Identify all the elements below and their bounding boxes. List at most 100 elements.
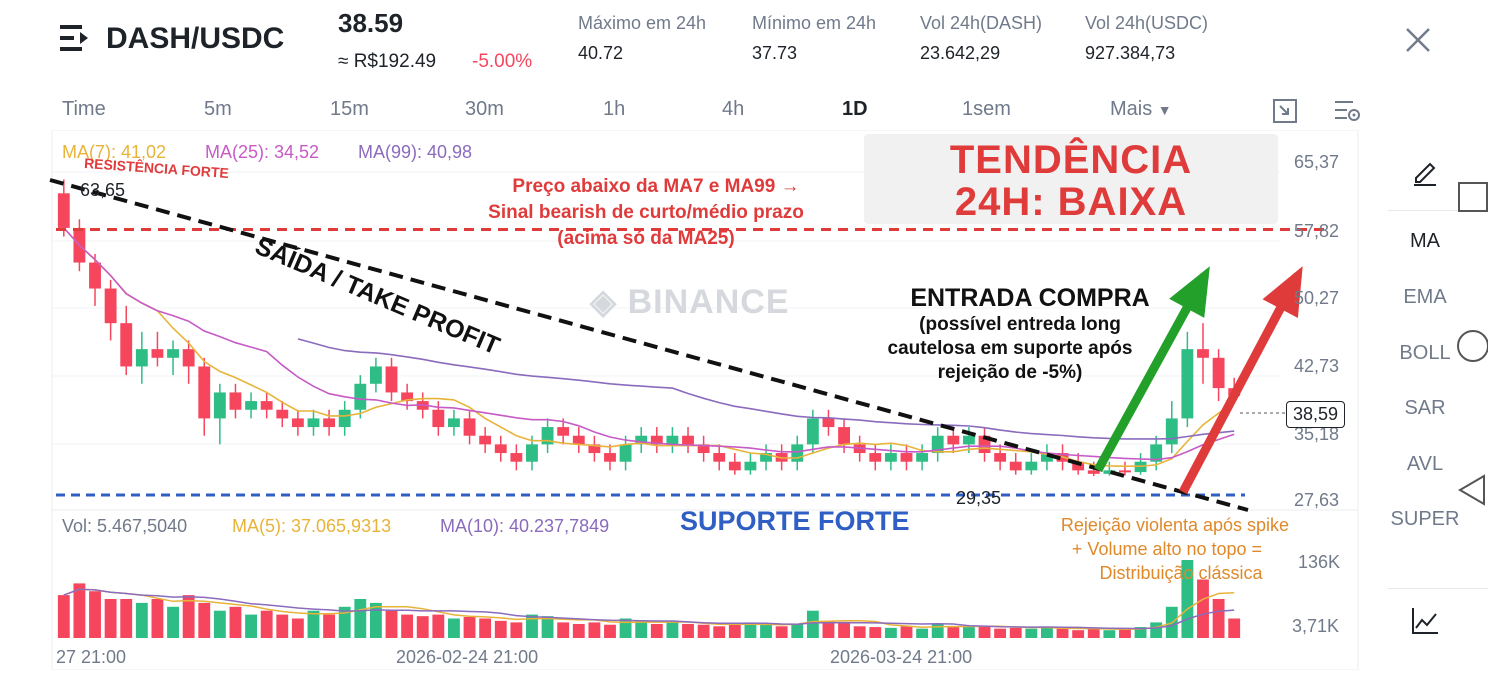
volume-bar [1181, 560, 1194, 638]
candle-body [167, 349, 179, 358]
nav-back-icon[interactable] [1458, 474, 1486, 511]
tab-1sem[interactable]: 1sem [962, 98, 1011, 120]
tab-time[interactable]: Time [62, 98, 106, 120]
vol-axis-tick: 3,71K [1292, 616, 1340, 636]
volume-bar [135, 602, 148, 638]
volume-bar [1072, 630, 1085, 638]
side-item-super[interactable]: SUPER [1390, 508, 1460, 530]
entry-title: ENTRADA COMPRA [910, 284, 1150, 312]
volume-bar [338, 606, 351, 638]
volume-bar [604, 624, 616, 638]
high-label: 63,65 [80, 180, 126, 200]
side-item-ma[interactable]: MA [1410, 230, 1440, 252]
volume-bar [1212, 599, 1225, 638]
last-price: 38.59 [338, 8, 404, 38]
buy-arrow-head [1169, 266, 1210, 318]
candle-body [276, 409, 289, 419]
entry-desc-line3: rejeição de -5%) [937, 362, 1083, 383]
side-panel-divider [1388, 588, 1488, 589]
candle-body [931, 435, 944, 454]
stat-value-high: 40.72 [578, 43, 624, 63]
volume-bar [245, 614, 257, 638]
candle-body [151, 349, 164, 358]
candle-body [962, 435, 975, 445]
candle-body [604, 453, 616, 462]
volume-bar [728, 623, 741, 638]
volume-bar [1197, 579, 1209, 638]
candle-body [744, 461, 757, 471]
chart-frame [51, 130, 1359, 670]
close-icon[interactable] [1404, 26, 1432, 54]
candle-body [1119, 470, 1131, 473]
candle-body [307, 418, 320, 428]
volume-bar [307, 610, 320, 638]
volume-bar [572, 623, 585, 638]
tab-more[interactable]: Mais ▼ [1110, 98, 1172, 121]
tab-1h[interactable]: 1h [603, 98, 626, 120]
volume-bar [682, 623, 694, 638]
vol-axis-tick: 136K [1298, 552, 1341, 572]
side-item-sar[interactable]: SAR [1404, 397, 1446, 419]
ma7-line [63, 227, 1235, 468]
y-tick: 50,27 [1294, 288, 1340, 308]
volume-bar [557, 622, 570, 638]
candle-body [697, 444, 710, 454]
stat-value-low: 37.73 [752, 43, 798, 63]
settings-icon[interactable] [1333, 98, 1361, 129]
candle-body [1072, 461, 1085, 471]
side-item-boll[interactable]: BOLL [1399, 342, 1451, 364]
candle-body [572, 435, 585, 445]
candle-body [338, 409, 351, 428]
sell-arrow [1179, 272, 1302, 495]
pencil-icon[interactable] [1410, 156, 1440, 191]
candle-body [838, 427, 850, 445]
candle-body [463, 418, 476, 436]
candle-body [1181, 349, 1194, 419]
price-brl: ≈ R$192.49 [338, 51, 437, 72]
volume-bar [198, 602, 211, 638]
tab-15m[interactable]: 15m [330, 98, 369, 120]
side-item-avl[interactable]: AVL [1406, 453, 1444, 475]
candle-body [385, 366, 398, 393]
volume-bar [526, 614, 538, 638]
x-tick: 2026-03-24 21:00 [830, 647, 973, 667]
volume-bar [994, 628, 1007, 638]
volume-bar [1009, 627, 1022, 638]
candle-body [884, 453, 897, 462]
fullscreen-icon[interactable] [1272, 98, 1298, 129]
caret-down-icon: ▼ [1157, 102, 1172, 118]
trend-box: TENDÊNCIA 24H: BAIXA [864, 134, 1278, 224]
volume-bar [1025, 628, 1038, 638]
volume-bar [479, 618, 492, 638]
candle-body [479, 435, 492, 445]
candle-body [1212, 357, 1225, 389]
pair-title[interactable]: DASH/USDC [106, 22, 285, 55]
candle-body [1041, 453, 1053, 462]
tab-30m[interactable]: 30m [465, 98, 504, 120]
volume-bar [635, 620, 648, 638]
volume-bar [510, 622, 523, 638]
candle-body [1197, 349, 1209, 358]
menu-icon[interactable] [60, 22, 90, 54]
volume-bar [229, 606, 242, 638]
candle-body [448, 418, 460, 428]
candle-body [354, 383, 367, 410]
candle-body [510, 453, 523, 462]
candle-body [666, 435, 679, 445]
volume-bar [931, 623, 944, 638]
tab-4h[interactable]: 4h [722, 98, 745, 120]
volume-bar [89, 591, 101, 638]
price-chart[interactable] [0, 130, 1370, 670]
candle-body [947, 435, 960, 445]
volume-bar [432, 614, 445, 638]
volume-bar [182, 595, 195, 638]
volume-bar [1119, 628, 1131, 638]
candle-body [728, 461, 741, 471]
tab-5m[interactable]: 5m [204, 98, 232, 120]
tab-1d[interactable]: 1D [842, 98, 868, 120]
indicator-chart-icon[interactable] [1410, 606, 1440, 641]
nav-home-icon[interactable] [1457, 330, 1488, 362]
volume-bar [385, 610, 398, 638]
side-item-ema[interactable]: EMA [1403, 286, 1447, 308]
nav-recents-icon[interactable] [1458, 182, 1488, 212]
